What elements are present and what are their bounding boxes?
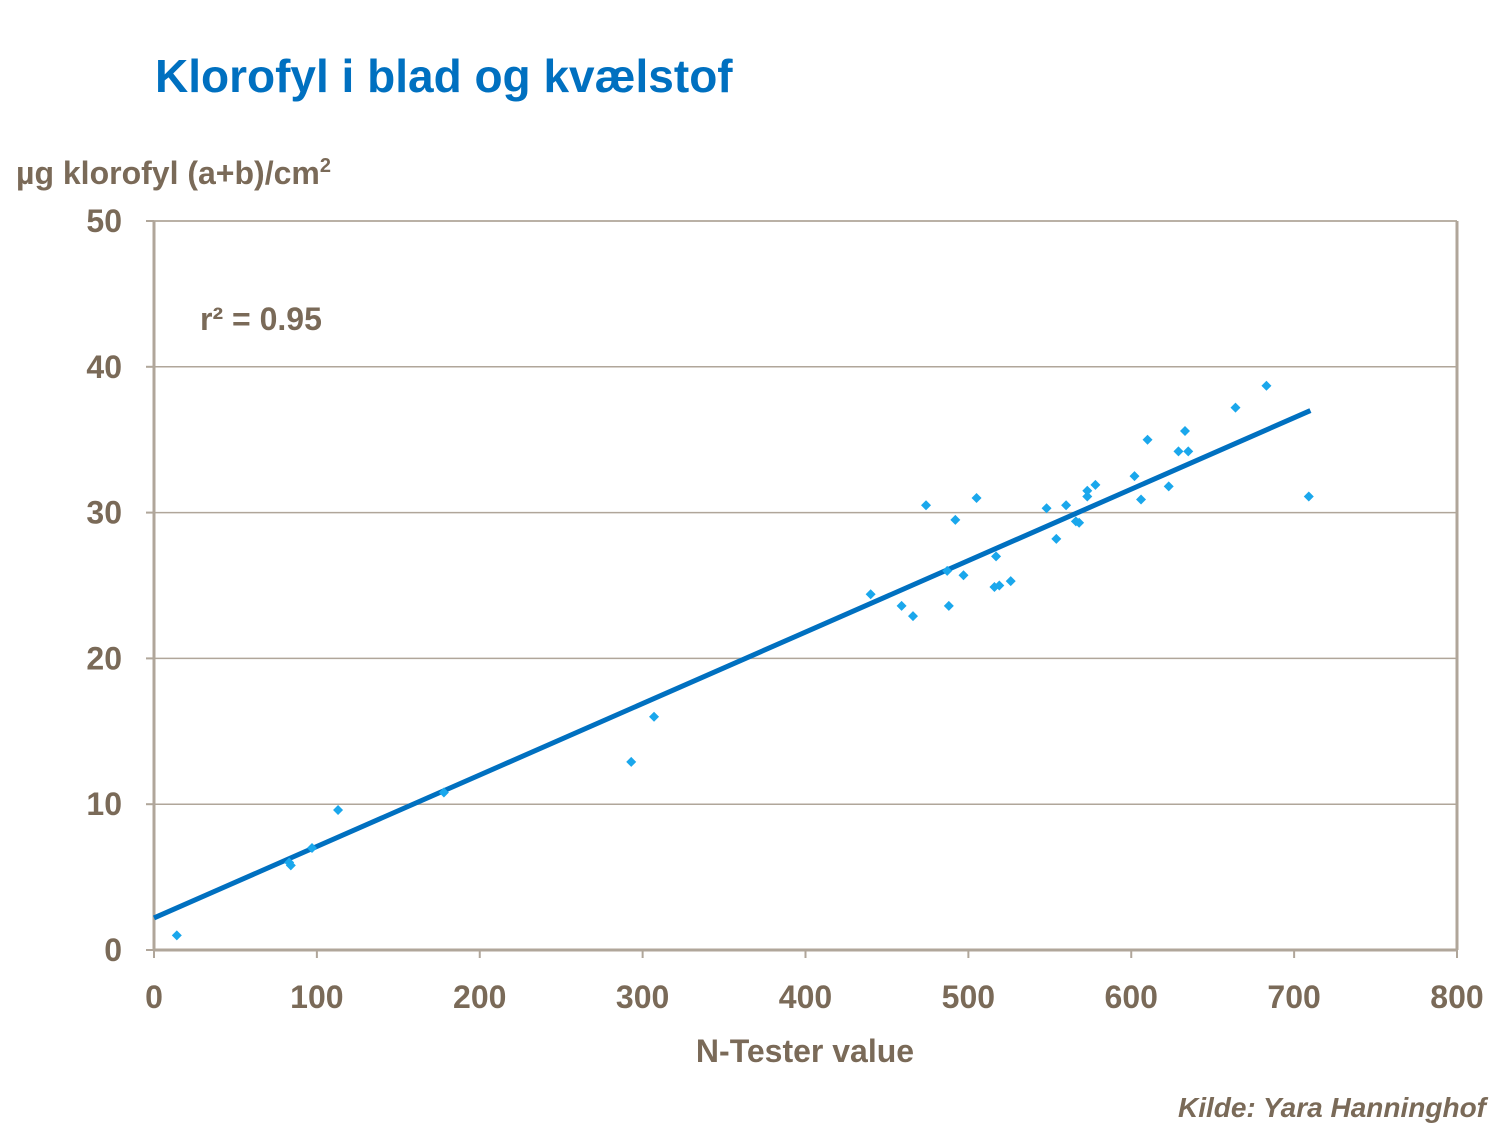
data-point-36 — [1230, 402, 1241, 413]
data-points — [171, 380, 1314, 941]
y-tick-label-10: 10 — [86, 786, 122, 822]
x-tick-label-400: 400 — [779, 979, 832, 1015]
y-axis-ticks: 0 10 20 30 40 50 — [86, 203, 154, 968]
data-point-23 — [1061, 500, 1072, 511]
data-point-22 — [1051, 533, 1062, 544]
y-axis-label: µg klorofyl (a+b)/cm2 — [16, 155, 331, 191]
data-point-33 — [1173, 446, 1184, 457]
y-tick-label-50: 50 — [86, 203, 122, 239]
data-point-14 — [950, 514, 961, 525]
trendline-group — [152, 408, 1312, 921]
data-point-4 — [333, 805, 344, 816]
data-point-9 — [896, 600, 907, 611]
plot-frame — [152, 220, 1459, 952]
x-tick-label-700: 700 — [1267, 979, 1320, 1015]
data-point-16 — [971, 493, 982, 504]
data-point-10 — [907, 611, 918, 622]
data-point-37 — [1261, 380, 1272, 391]
data-point-30 — [1136, 494, 1147, 505]
gridlines — [154, 220, 1457, 805]
data-point-29 — [1129, 471, 1140, 482]
data-point-15 — [958, 570, 969, 581]
data-point-3 — [306, 842, 317, 853]
data-point-26 — [1082, 485, 1093, 496]
x-tick-label-600: 600 — [1105, 979, 1158, 1015]
source-credit: Kilde: Yara Hanninghof — [1178, 1092, 1489, 1123]
data-point-5 — [438, 787, 449, 798]
data-point-0 — [171, 930, 182, 941]
data-point-27 — [1082, 491, 1093, 502]
data-point-32 — [1163, 481, 1174, 492]
data-point-38 — [1303, 491, 1314, 502]
trendline — [152, 408, 1312, 921]
data-point-28 — [1090, 479, 1101, 490]
data-point-35 — [1183, 446, 1194, 457]
x-tick-label-800: 800 — [1430, 979, 1483, 1015]
data-point-13 — [943, 600, 954, 611]
data-point-2 — [285, 860, 296, 871]
data-point-34 — [1179, 425, 1190, 436]
y-axis-label-superscript: 2 — [320, 155, 331, 177]
data-point-25 — [1074, 517, 1085, 528]
data-point-21 — [1041, 503, 1052, 514]
x-tick-label-100: 100 — [290, 979, 343, 1015]
data-point-31 — [1142, 434, 1153, 445]
data-point-19 — [994, 580, 1005, 591]
chart-title: Klorofyl i blad og kvælstof — [155, 50, 733, 102]
x-tick-label-0: 0 — [145, 979, 163, 1015]
data-point-20 — [1005, 576, 1016, 587]
x-tick-label-200: 200 — [453, 979, 506, 1015]
data-point-8 — [865, 589, 876, 600]
r-squared-annotation: r² = 0.95 — [200, 301, 322, 337]
data-point-18 — [991, 551, 1002, 562]
y-tick-label-30: 30 — [86, 495, 122, 531]
x-tick-label-500: 500 — [942, 979, 995, 1015]
x-axis-label: N-Tester value — [696, 1033, 914, 1069]
x-tick-label-300: 300 — [616, 979, 669, 1015]
data-point-7 — [649, 711, 660, 722]
x-axis-ticks: 0 100 200 300 400 500 600 700 800 — [145, 950, 1484, 1015]
data-point-11 — [921, 500, 932, 511]
y-tick-label-0: 0 — [104, 932, 122, 968]
y-tick-label-20: 20 — [86, 640, 122, 676]
data-point-12 — [942, 565, 953, 576]
data-point-6 — [626, 756, 637, 767]
y-axis-label-main: µg klorofyl (a+b)/cm — [16, 155, 320, 191]
y-tick-label-40: 40 — [86, 349, 122, 385]
